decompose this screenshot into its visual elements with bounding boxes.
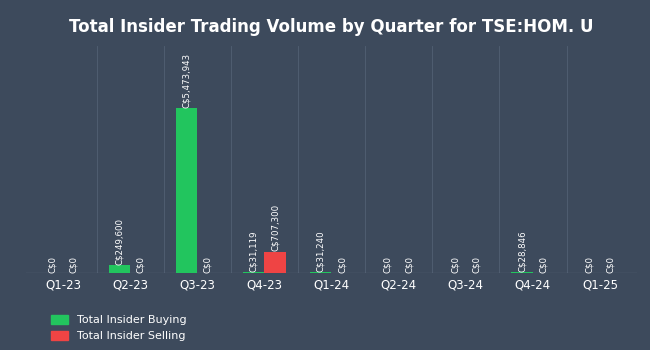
Bar bbox=[512, 272, 533, 273]
Bar bbox=[265, 252, 286, 273]
Text: C$28,846: C$28,846 bbox=[517, 230, 526, 272]
Bar bbox=[310, 272, 332, 273]
Bar bbox=[176, 108, 197, 273]
Text: C$0: C$0 bbox=[472, 256, 481, 273]
Legend: Total Insider Buying, Total Insider Selling: Total Insider Buying, Total Insider Sell… bbox=[51, 315, 187, 341]
Text: C$0: C$0 bbox=[203, 256, 213, 273]
Title: Total Insider Trading Volume by Quarter for TSE:HOM. U: Total Insider Trading Volume by Quarter … bbox=[70, 18, 593, 36]
Text: C$0: C$0 bbox=[450, 256, 460, 273]
Text: C$31,240: C$31,240 bbox=[317, 230, 325, 272]
Text: C$0: C$0 bbox=[47, 256, 57, 273]
Text: C$0: C$0 bbox=[606, 256, 616, 273]
Bar bbox=[109, 266, 130, 273]
Text: C$707,300: C$707,300 bbox=[270, 204, 280, 251]
Text: C$0: C$0 bbox=[384, 256, 393, 273]
Text: C$0: C$0 bbox=[136, 256, 146, 273]
Text: C$0: C$0 bbox=[69, 256, 78, 273]
Text: C$0: C$0 bbox=[338, 256, 346, 273]
Text: C$31,119: C$31,119 bbox=[249, 230, 258, 272]
Text: C$5,473,943: C$5,473,943 bbox=[182, 52, 191, 108]
Bar bbox=[243, 272, 265, 273]
Text: C$249,600: C$249,600 bbox=[115, 218, 124, 265]
Text: C$0: C$0 bbox=[585, 256, 594, 273]
Text: C$0: C$0 bbox=[405, 256, 414, 273]
Text: C$0: C$0 bbox=[539, 256, 548, 273]
